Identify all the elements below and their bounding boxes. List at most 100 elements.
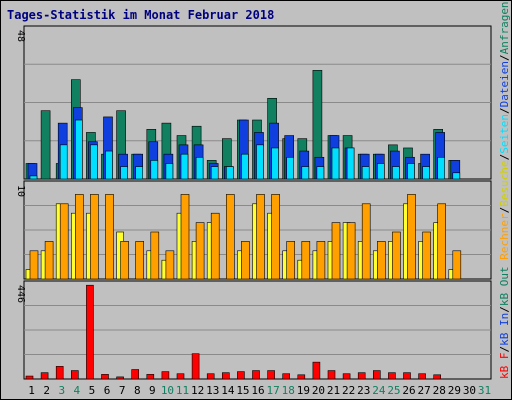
bar-seiten-day-4 — [75, 119, 83, 180]
bar-rechner-day-11 — [180, 194, 190, 280]
x-label-day-21: 21 — [327, 384, 340, 397]
bar-rechner-day-12 — [195, 222, 205, 280]
bar-kb-day-12 — [191, 353, 200, 380]
bar-kb-day-3 — [55, 366, 64, 380]
x-label-day-5: 5 — [89, 384, 96, 397]
bar-rechner-day-20 — [316, 241, 326, 280]
legend-part: / — [498, 107, 511, 114]
bar-seiten-day-10 — [165, 163, 174, 180]
x-label-day-2: 2 — [43, 384, 50, 397]
panel-bottom: 446 — [15, 280, 492, 380]
x-label-day-19: 19 — [297, 384, 310, 397]
bar-seiten-day-25 — [392, 166, 400, 180]
bar-seiten-day-6 — [105, 150, 113, 180]
bar-kb-day-22 — [342, 373, 351, 380]
series-besuche — [25, 203, 457, 280]
bar-seiten-day-12 — [195, 156, 204, 180]
x-label-day-14: 14 — [221, 384, 235, 397]
panel-bottom-ytick: 446 — [15, 285, 26, 303]
bar-anfragen-day-2 — [40, 110, 51, 180]
x-label-day-4: 4 — [74, 384, 81, 397]
x-label-day-18: 18 — [282, 384, 295, 397]
bar-kb-day-23 — [357, 372, 366, 380]
chart-title: Tages-Statistik im Monat Februar 2018 — [7, 8, 274, 22]
x-label-day-1: 1 — [28, 384, 35, 397]
bar-kb-day-27 — [418, 373, 426, 380]
bar-kb-day-9 — [146, 374, 155, 380]
bar-rechner-day-2 — [44, 241, 54, 280]
bar-rechner-day-3 — [59, 203, 69, 280]
bar-seiten-day-5 — [90, 144, 98, 180]
x-label-day-11: 11 — [176, 384, 189, 397]
bar-seiten-day-9 — [150, 160, 159, 180]
bar-rechner-day-26 — [407, 194, 416, 280]
bar-kb-day-17 — [267, 370, 275, 380]
bar-seiten-day-20 — [316, 166, 325, 180]
bar-seiten-day-16 — [256, 144, 264, 180]
bar-kb-day-1 — [25, 375, 34, 380]
x-label-day-20: 20 — [312, 384, 325, 397]
bar-seiten-day-18 — [286, 156, 295, 180]
x-label-day-12: 12 — [191, 384, 204, 397]
bar-seiten-day-26 — [407, 163, 415, 180]
x-label-day-23: 23 — [357, 384, 370, 397]
bar-rechner-day-27 — [422, 231, 431, 280]
bar-rechner-day-4 — [75, 194, 84, 280]
panel-middle: 10 — [15, 180, 492, 280]
bar-kb-day-26 — [403, 372, 411, 380]
bar-rechner-day-23 — [361, 203, 371, 280]
bar-rechner-day-22 — [346, 222, 356, 280]
bar-rechner-day-24 — [376, 241, 386, 280]
bar-seiten-day-29 — [452, 172, 461, 180]
series-seiten — [29, 119, 461, 180]
bar-kb-day-25 — [388, 372, 396, 380]
bar-seiten-day-27 — [422, 166, 430, 180]
bar-seiten-day-24 — [376, 163, 385, 180]
bar-kb-day-11 — [176, 373, 185, 380]
bar-rechner-day-25 — [392, 231, 401, 280]
x-label-day-8: 8 — [134, 384, 141, 397]
bar-seiten-day-1 — [29, 175, 38, 180]
bar-seiten-day-8 — [135, 166, 143, 180]
bar-rechner-day-16 — [256, 194, 265, 280]
bar-rechner-day-10 — [165, 250, 175, 280]
bar-kb-day-4 — [71, 370, 79, 380]
series-kb — [25, 284, 442, 380]
x-label-day-26: 26 — [402, 384, 415, 397]
panel-top-ytick: 48 — [15, 30, 26, 42]
x-label-day-29: 29 — [448, 384, 461, 397]
bar-kb-day-16 — [252, 370, 260, 380]
bar-rechner-day-7 — [120, 241, 129, 280]
right-side-legend: kB F/kB In/kB Out Rechner/Besuche/Seiten… — [498, 1, 511, 379]
panel-top: 48 — [15, 25, 492, 180]
legend-part: Dateien — [498, 61, 511, 107]
legend-part: Besuche — [498, 160, 511, 206]
bar-kb-day-14 — [222, 372, 230, 380]
bar-seiten-day-14 — [226, 166, 234, 180]
x-label-day-27: 27 — [418, 384, 431, 397]
x-label-day-22: 22 — [342, 384, 355, 397]
bar-rechner-day-8 — [135, 241, 144, 280]
bar-rechner-day-28 — [437, 203, 447, 280]
bar-rechner-day-18 — [286, 241, 296, 280]
x-label-day-25: 25 — [387, 384, 400, 397]
bar-seiten-day-19 — [301, 166, 310, 180]
legend-part: kB In — [498, 313, 511, 346]
x-label-day-13: 13 — [206, 384, 219, 397]
bar-seiten-day-3 — [59, 144, 68, 180]
bar-rechner-day-17 — [271, 194, 280, 280]
bar-seiten-day-21 — [331, 147, 340, 180]
bar-seiten-day-17 — [271, 147, 279, 180]
legend-part: / — [498, 54, 511, 61]
bar-kb-day-28 — [433, 374, 442, 380]
bar-kb-day-21 — [327, 370, 336, 380]
x-label-day-24: 24 — [372, 384, 386, 397]
x-label-day-17: 17 — [267, 384, 280, 397]
bar-rechner-day-15 — [241, 241, 250, 280]
x-label-day-30: 30 — [463, 384, 476, 397]
panel-middle-ytick: 10 — [15, 185, 26, 197]
bar-seiten-day-13 — [210, 166, 219, 180]
x-label-day-28: 28 — [433, 384, 446, 397]
bar-kb-day-6 — [101, 374, 109, 380]
